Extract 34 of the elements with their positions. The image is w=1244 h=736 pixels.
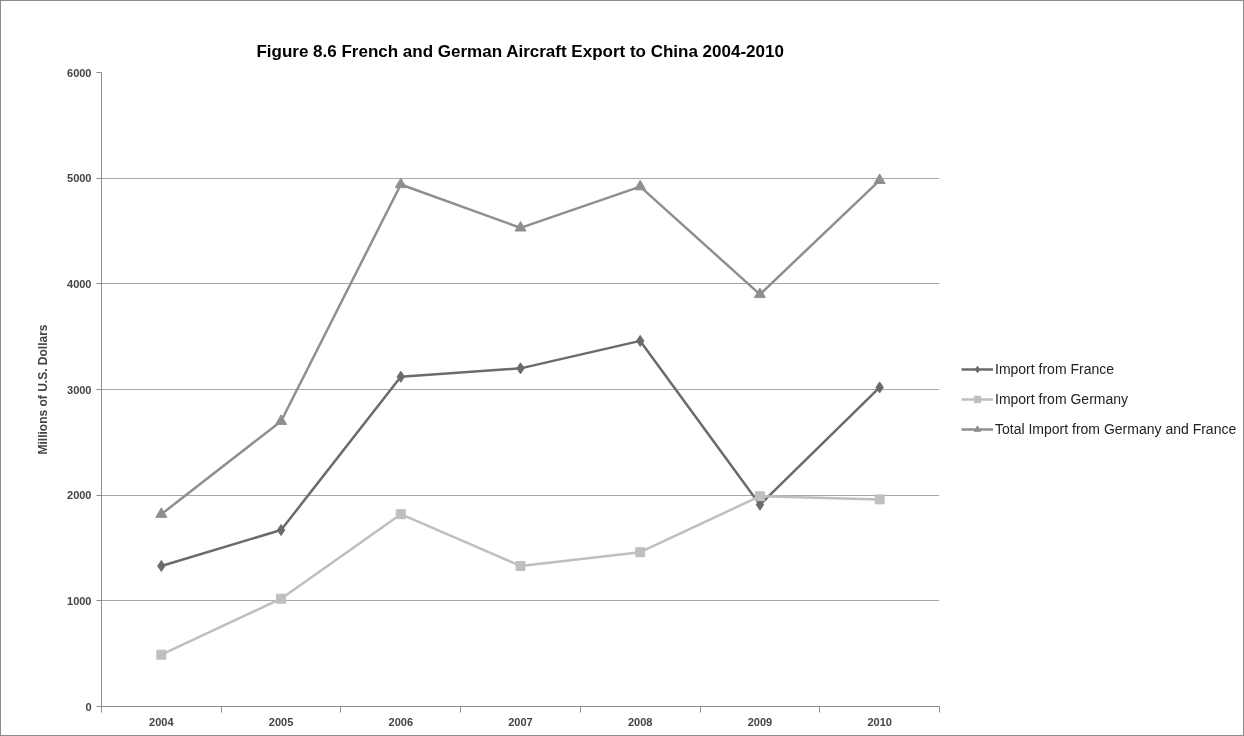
point [155,507,168,518]
y-tick-label: 1000 [67,594,92,607]
y-tick-label: 2000 [67,489,92,502]
point [395,509,406,520]
point [635,547,646,558]
point [515,560,526,571]
y-tick-label: 6000 [67,66,92,79]
x-tick-label: 2006 [388,715,414,728]
point [634,179,647,191]
point [394,177,407,189]
legend-label: Import from France [995,361,1115,377]
y-tick-label: 0 [85,700,92,713]
point [873,173,886,184]
point [275,414,288,425]
point [753,287,766,299]
y-tick-label: 3000 [67,383,92,396]
x-tick-label: 2004 [149,715,175,728]
x-tick-label: 2010 [867,715,892,728]
y-tick-label: 5000 [67,172,92,185]
point [514,220,527,232]
x-tick-label: 2007 [508,715,533,728]
x-tick-label: 2009 [747,715,773,728]
y-axis-title: Millions of U.S. Dollars [36,324,51,455]
point [276,593,287,604]
chart-title: Figure 8.6 French and German Aircraft Export to China 2004-2010 [256,41,784,61]
point [754,491,765,502]
legend-label: Import from Germany [995,391,1129,407]
point [276,524,286,537]
point [874,494,885,505]
x-tick-label: 2005 [268,715,294,728]
legend-label: Total Import from Germany and France [995,421,1237,437]
point [156,649,167,660]
y-tick-label: 4000 [67,277,92,290]
x-tick-label: 2008 [627,715,653,728]
